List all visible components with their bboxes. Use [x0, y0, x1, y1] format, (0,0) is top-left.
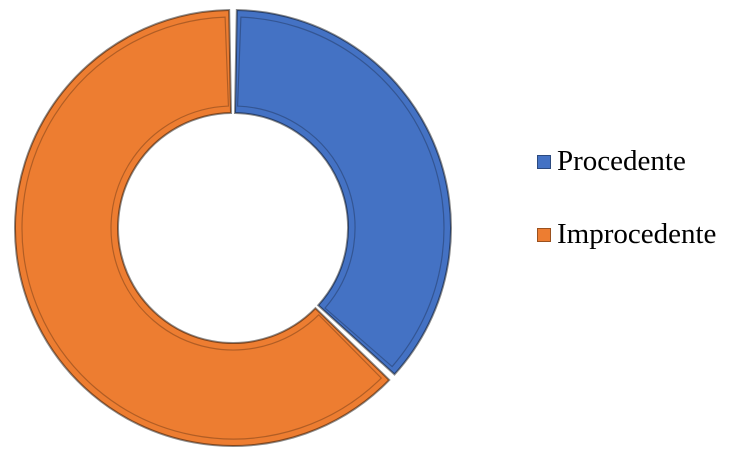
donut-slice-bevel-improcedente [21, 16, 383, 440]
donut-slice-bevel-procedente [236, 16, 445, 368]
chart-legend: Procedente Improcedente [537, 143, 716, 289]
legend-label-procedente: Procedente [557, 145, 686, 177]
legend-swatch-improcedente [537, 227, 551, 242]
legend-swatch-procedente [537, 154, 551, 169]
legend-item-procedente: Procedente [537, 143, 716, 180]
legend-item-improcedente: Improcedente [537, 216, 716, 253]
donut-slice-procedente [233, 9, 452, 376]
donut-slice-improcedente [14, 9, 391, 447]
legend-label-improcedente: Improcedente [557, 218, 717, 250]
